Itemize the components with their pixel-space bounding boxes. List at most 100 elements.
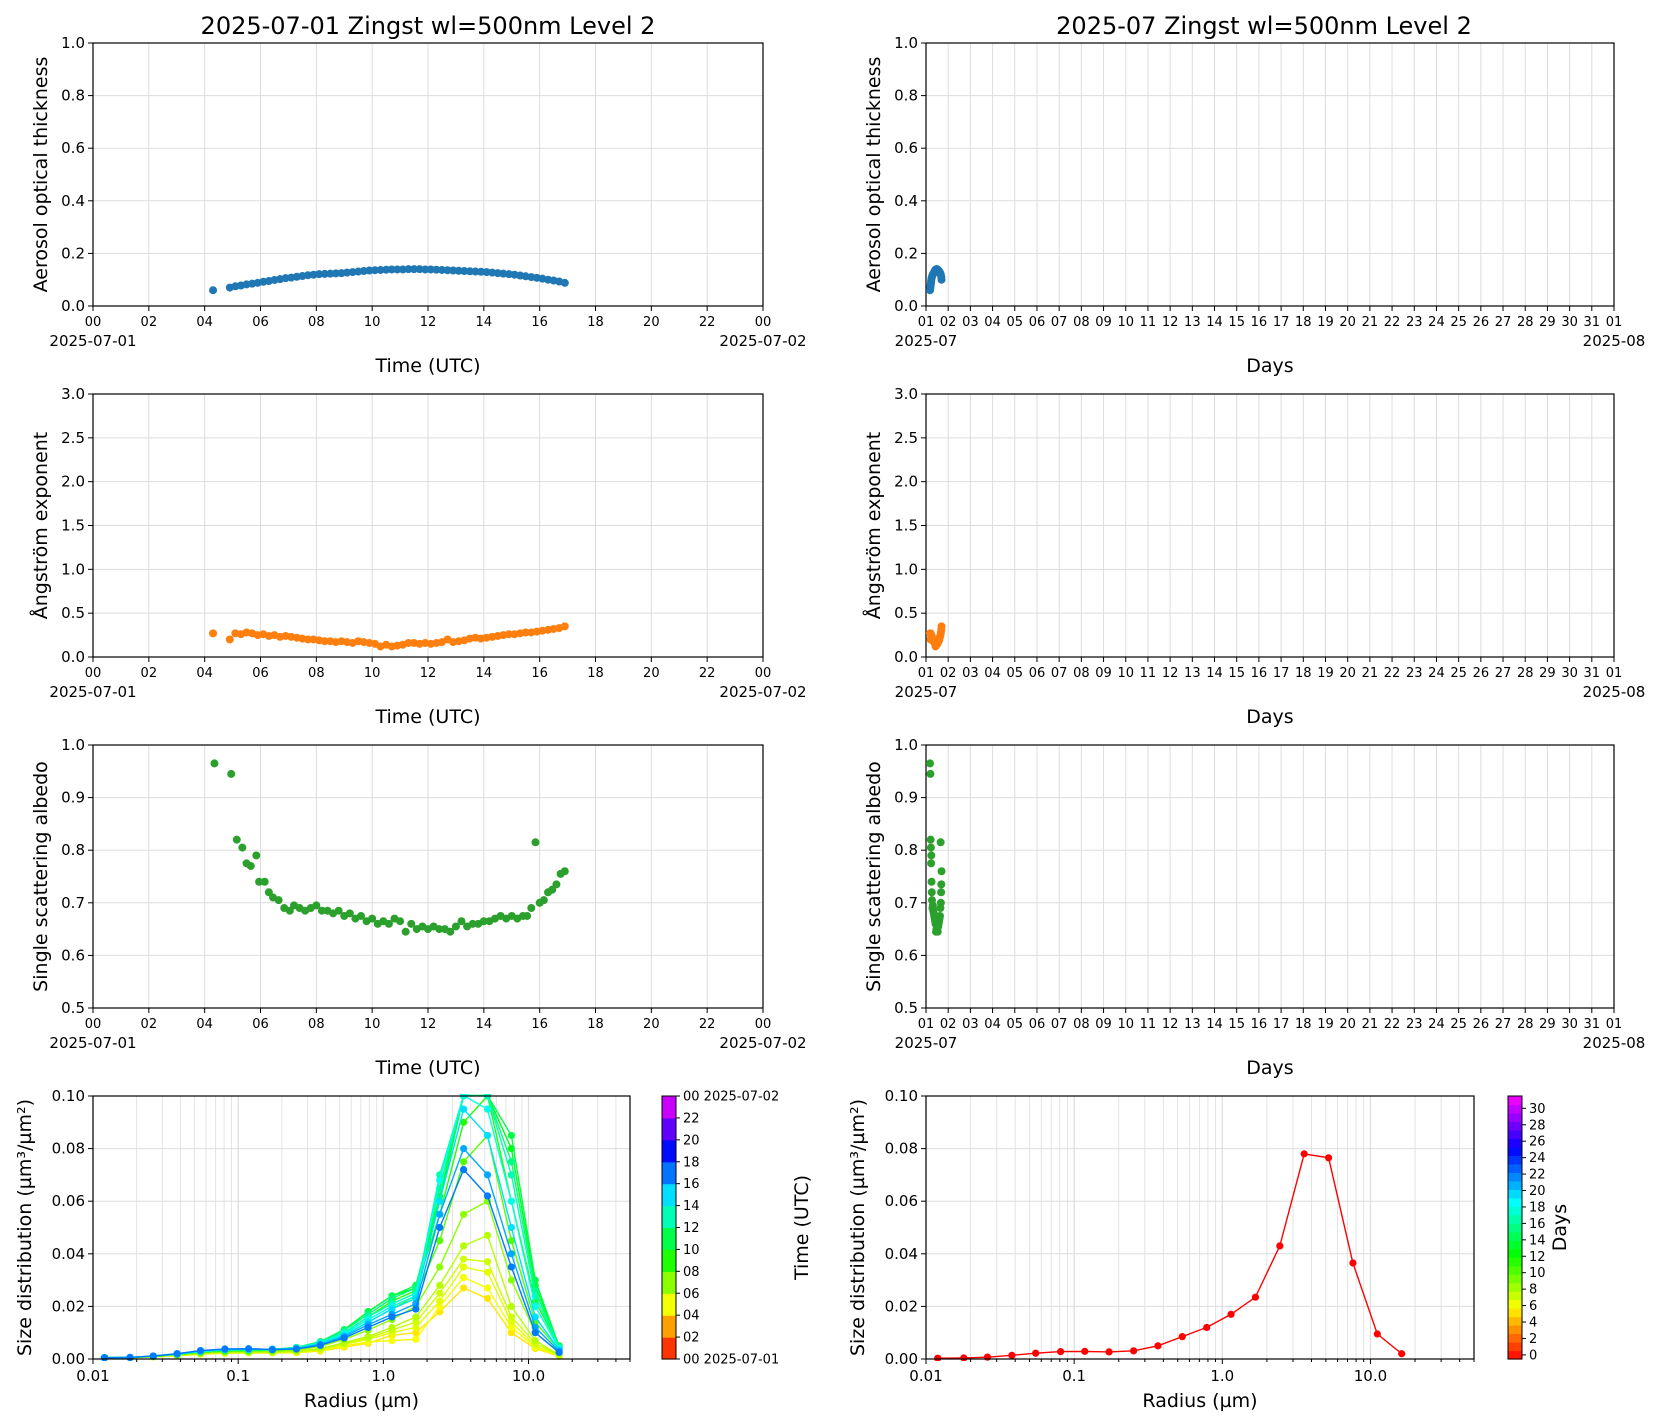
ssa_daily-date-end: 2025-07-02 [719,1034,806,1052]
ssa_daily-point [317,906,326,915]
psd_daily-ytick-label: 0.00 [52,1350,85,1368]
angstrom_monthly-xtick-label: 16 [1251,666,1268,681]
psd_daily-colorbar-step [662,1227,676,1251]
aod_daily-xtick-label: 22 [699,315,716,330]
aod_monthly-date-end: 2025-08 [1583,332,1646,350]
psd_monthly-xtick-label: 10.0 [1354,1367,1387,1385]
ssa_monthly-point [936,838,945,847]
psd_monthly-colorbar-step [1508,1121,1522,1131]
psd_daily-series-point [483,1268,492,1276]
psd_daily-colorbar-label: 08 [683,1265,700,1280]
angstrom_daily-point [521,628,530,637]
psd_daily-colorbar-label: 00 2025-07-01 [683,1353,779,1368]
ssa_daily-frame [92,744,764,1009]
ssa_daily-point [396,917,405,926]
aod_monthly-xtick-label: 15 [1228,315,1245,330]
ssa_monthly-xtick-label: 21 [1362,1017,1379,1032]
angstrom_monthly-xtick-label: 05 [1007,666,1024,681]
aod_monthly-xtick-label: 18 [1295,315,1312,330]
ssa_monthly-xtick-label: 19 [1317,1017,1334,1032]
angstrom_monthly-xtick-label: 21 [1362,666,1379,681]
ssa_monthly-point [927,888,936,897]
psd_daily-colorbar-step [662,1161,676,1185]
ssa_monthly-point [937,880,946,889]
psd_monthly-colorbar-step [1508,1248,1522,1258]
psd_daily-series-point [268,1345,276,1354]
psd_daily-series-line [104,1147,560,1359]
aod_monthly-ylabel: Aerosol optical thickness [863,57,885,293]
angstrom_monthly-xtick-label: 11 [1140,666,1157,681]
psd_monthly-colorbar-step [1508,1146,1522,1156]
ssa_daily-point [357,911,365,920]
ssa_daily-xtick-label: 00 [755,1017,772,1032]
angstrom_daily-ytick-label: 2.5 [61,429,85,447]
ssa_daily-point [384,919,393,928]
angstrom_monthly-xtick-label: 01 [918,666,935,681]
psd_monthly-series-point [934,1354,942,1361]
ssa_daily-xtick-label: 22 [699,1017,716,1032]
angstrom_daily-ytick-label: 1.0 [61,560,85,578]
psd_daily-series-point [483,1105,492,1113]
ssa_monthly-xtick-label: 18 [1295,1017,1312,1032]
aod_daily-date-end: 2025-07-02 [719,332,806,350]
angstrom_daily-xtick-label: 20 [643,666,660,681]
ssa_monthly-ytick-label: 0.7 [894,894,918,912]
ssa_monthly-xlabel: Days [1246,1057,1293,1079]
psd_monthly-colorbar-step [1508,1350,1522,1360]
aod_monthly-xtick-label: 16 [1251,315,1268,330]
aod_monthly-point [937,275,946,284]
psd_monthly-series-point [1056,1348,1065,1356]
psd_monthly-series-point [960,1354,968,1361]
psd_monthly-colorbar-label: 22 [1529,1168,1546,1183]
angstrom_monthly-xtick-label: 03 [962,666,979,681]
aod_daily-xtick-label: 10 [364,315,381,330]
angstrom_monthly-xtick-label: 13 [1184,666,1201,681]
angstrom_daily-xtick-label: 18 [587,666,604,681]
psd_monthly-colorbar-step [1508,1257,1522,1267]
ssa_monthly-xtick-label: 20 [1339,1017,1356,1032]
ssa_monthly-xtick-label: 01 [1606,1017,1623,1032]
psd_monthly-colorbar-step [1508,1172,1522,1182]
angstrom_monthly-xtick-label: 14 [1206,666,1223,681]
aod_monthly-ytick-label: 1.0 [894,34,918,52]
aod_daily-ytick-label: 1.0 [61,34,85,52]
aod_daily-point [404,265,413,274]
ssa_monthly-xtick-label: 23 [1406,1017,1423,1032]
ssa_daily-point [457,917,466,926]
psd_daily-ytick-label: 0.10 [52,1087,85,1105]
psd_daily-series-point [483,1258,492,1266]
ssa_monthly-xtick-label: 06 [1029,1017,1046,1032]
psd_daily-series-point [507,1131,515,1140]
psd_daily-series-point [100,1354,109,1361]
angstrom_monthly-date-end: 2025-08 [1583,683,1646,701]
ssa_daily-xlabel: Time (UTC) [374,1057,480,1079]
psd_monthly-series-point [1227,1310,1235,1318]
psd_monthly-ytick-label: 0.02 [885,1297,918,1315]
ssa_monthly-point [927,851,936,860]
aod_monthly-xtick-label: 06 [1029,315,1046,330]
psd_daily-series-point [364,1333,372,1341]
angstrom_daily-ytick-label: 2.0 [61,473,85,491]
psd_daily-series-point [436,1237,444,1245]
ssa_daily-ytick-label: 0.8 [61,841,85,859]
psd_monthly-xlabel: Radius (µm) [1142,1390,1257,1412]
psd_daily-series-point [507,1237,515,1245]
ssa_monthly-ytick-label: 0.6 [894,946,918,964]
psd_daily-series-point [507,1313,515,1321]
aod_monthly-xtick-label: 21 [1362,315,1379,330]
psd_monthly-colorbar-step [1508,1308,1522,1318]
psd_daily-series-point [483,1294,492,1303]
angstrom_monthly-xtick-label: 29 [1539,666,1556,681]
ssa_monthly-xtick-label: 27 [1495,1017,1512,1032]
angstrom_daily-xtick-label: 06 [252,666,269,681]
ssa_daily-point [238,843,247,852]
psd_monthly-colorbar-step [1508,1333,1522,1343]
psd_monthly-series-point [1130,1347,1138,1355]
aod_daily-xtick-label: 04 [196,315,213,330]
angstrom_daily-point [560,622,569,631]
aod_daily-ytick-label: 0.6 [61,139,85,157]
psd_daily-series-point [436,1176,444,1184]
psd_daily-series-point [460,1255,468,1263]
psd_daily-series-point [507,1158,515,1166]
ssa_monthly-xtick-label: 14 [1206,1017,1223,1032]
